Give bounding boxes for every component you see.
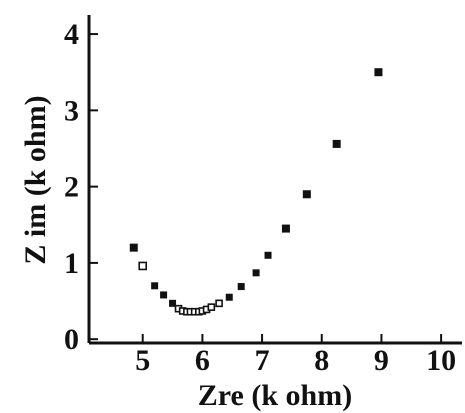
- x-tick-label: 8: [314, 344, 329, 377]
- data-point: [169, 299, 177, 307]
- data-point: [302, 190, 311, 199]
- y-tick-label: 1: [64, 247, 79, 280]
- data-point: [225, 293, 233, 301]
- x-tick-label: 10: [426, 344, 456, 377]
- data-point: [151, 282, 159, 290]
- x-tick-label: 6: [195, 344, 210, 377]
- x-tick-label: 9: [374, 344, 389, 377]
- data-point: [160, 291, 168, 299]
- data-point: [374, 68, 383, 77]
- x-tick-label: 5: [135, 344, 150, 377]
- data-point: [207, 303, 216, 311]
- y-tick-label: 3: [64, 94, 79, 127]
- data-point: [264, 251, 272, 259]
- y-tick-label: 4: [64, 18, 79, 51]
- x-tick-label: 7: [255, 344, 270, 377]
- y-tick-label: 2: [64, 171, 79, 204]
- data-point: [281, 224, 290, 233]
- plot-area: 5 6 7 8 9 10 0 1 2 3 4: [64, 15, 462, 377]
- data-point: [252, 269, 260, 277]
- data-point: [129, 243, 138, 252]
- y-tick-label: 0: [64, 323, 79, 356]
- y-axis-label: Z im (k ohm): [19, 95, 52, 264]
- x-axis-label: Zre (k ohm): [198, 379, 352, 412]
- data-point: [237, 283, 245, 291]
- data-point: [332, 139, 341, 148]
- data-point: [215, 299, 223, 308]
- data-point: [138, 261, 148, 271]
